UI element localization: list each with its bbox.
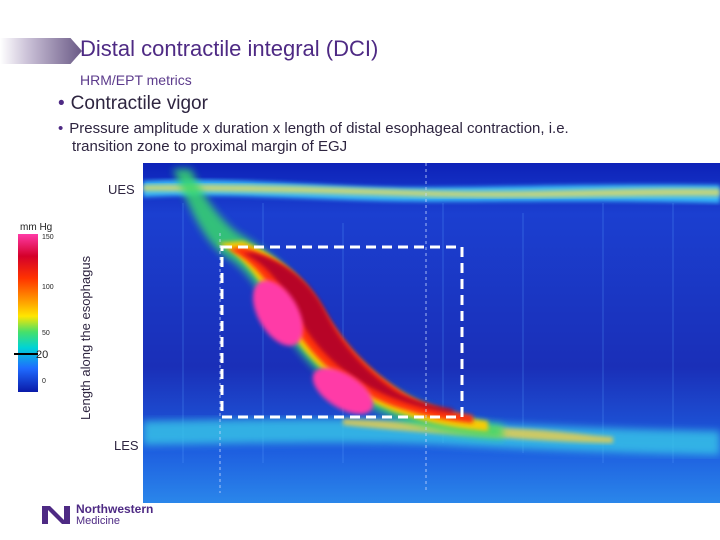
bullet-text: Contractile vigor: [70, 93, 208, 114]
legend-unit: mm Hg: [20, 222, 53, 233]
dci-measurement-box: [220, 245, 464, 419]
bullet-dot-icon: •: [58, 120, 64, 137]
wave-dark-red: [243, 253, 453, 413]
pressure-topography-plot: [143, 163, 720, 503]
bullet-contractile-vigor: • Contractile vigor: [58, 93, 208, 115]
slide-subtitle: HRM/EPT metrics: [80, 72, 192, 88]
legend-tick-150: 150: [42, 234, 54, 241]
y-axis-label: Length along the esophagus: [78, 255, 93, 420]
legend-tick-50: 50: [42, 330, 50, 337]
bullet-continuation: transition zone to proximal margin of EG…: [72, 138, 348, 155]
logo-line-1: Northwestern: [76, 502, 154, 516]
pressure-legend: mm Hg 150 100 50 20 0: [14, 222, 78, 392]
legend-tick-0: 0: [42, 378, 46, 385]
high-pressure-lobe-lower: [312, 367, 374, 415]
legend-color-bar: [18, 234, 38, 392]
slide-title: Distal contractile integral (DCI): [80, 36, 379, 61]
les-label: LES: [114, 438, 139, 453]
ues-label: UES: [108, 182, 135, 197]
ues-core: [143, 184, 720, 198]
title-accent-bar: [0, 38, 82, 64]
les-band: [143, 418, 720, 455]
time-markers: [219, 163, 427, 493]
northwestern-medicine-logo: Northwestern Medicine: [40, 502, 160, 528]
logo-line-2: Medicine: [76, 515, 121, 527]
bullet-dot-icon: •: [58, 93, 65, 114]
topography-svg: [143, 163, 720, 503]
legend-tick-100: 100: [42, 284, 54, 291]
bullet-text: Pressure amplitude x duration x length o…: [69, 120, 569, 137]
legend-tick-20: 20: [36, 349, 49, 361]
bullet-pressure-definition: • Pressure amplitude x duration x length …: [58, 120, 698, 156]
legend-threshold-line: [14, 353, 38, 355]
high-pressure-lobe-upper: [253, 280, 303, 346]
northwestern-n-icon: [42, 506, 70, 524]
